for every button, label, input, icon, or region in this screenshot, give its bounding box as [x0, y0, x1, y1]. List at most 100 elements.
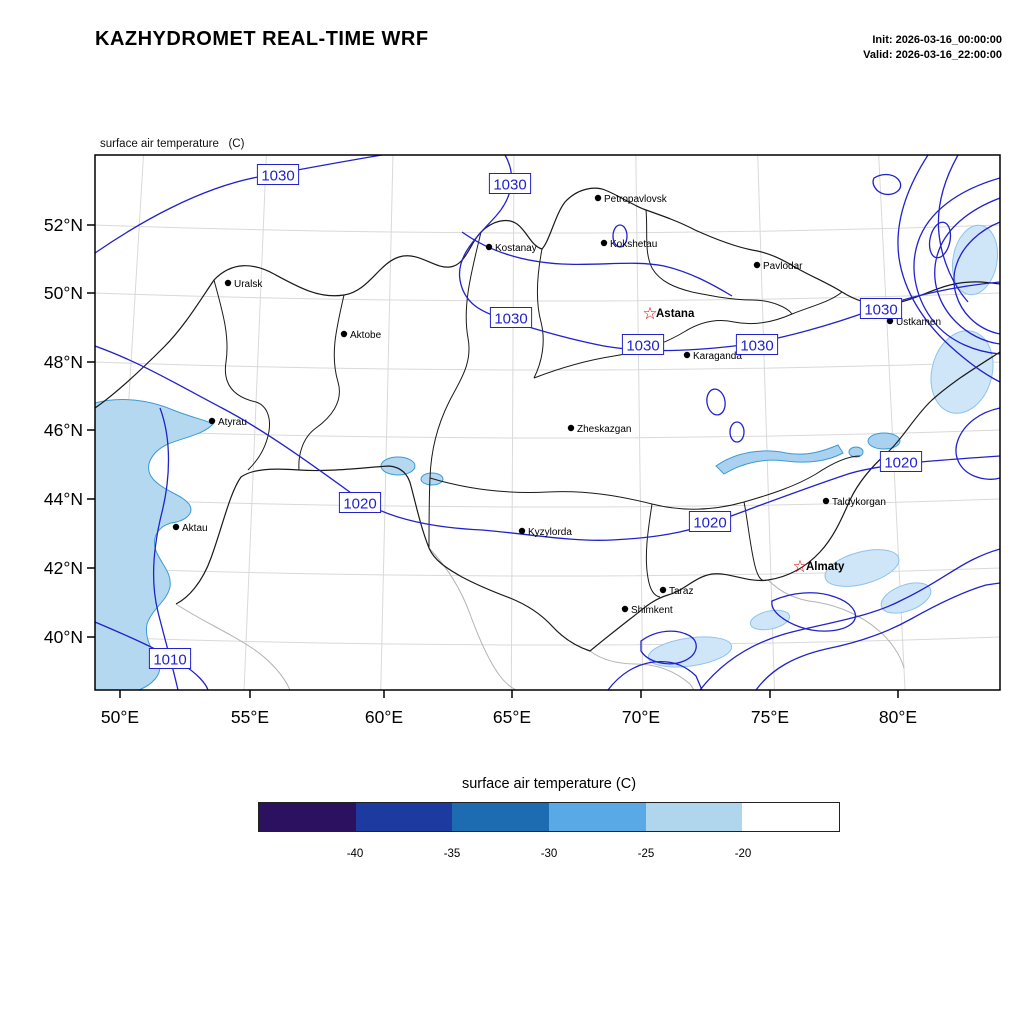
city-label: Pavlodar — [763, 261, 803, 272]
city-star-icon: ☆ — [792, 557, 807, 576]
colorbar-segment — [259, 803, 356, 831]
lon-tick-label: 50°E — [101, 707, 139, 727]
city-dot-icon — [172, 523, 180, 531]
city-label: Zheskazgan — [577, 424, 631, 435]
pressure-label-box — [859, 298, 903, 319]
init-time-label: Init: 2026-03-16_00:00:00 — [872, 34, 1002, 46]
map-background — [95, 155, 1000, 690]
pressure-label-value: 1030 — [740, 338, 773, 355]
city-label: Shimkent — [631, 605, 673, 616]
lon-tick-label: 60°E — [365, 707, 403, 727]
graticule-meridian — [635, 155, 644, 690]
city-label: Kyzylorda — [528, 527, 572, 538]
city-label: Petropavlovsk — [604, 194, 668, 205]
lon-tick-label: 75°E — [751, 707, 789, 727]
city-dot-icon — [340, 330, 348, 338]
cold-shading-blob — [824, 549, 900, 587]
city-label: Taldykorgan — [832, 497, 886, 508]
city-label: Aktau — [182, 523, 208, 534]
lon-tick-label: 70°E — [622, 707, 660, 727]
colorbar-tick-label: -30 — [540, 848, 558, 860]
colorbar-tick-label: -35 — [443, 848, 461, 860]
lat-tick-label: 50°N — [44, 283, 83, 303]
cities: Petropavlovsk Kokshetau Kostanay Pavlodar Ur… — [172, 194, 941, 616]
city-dot-icon — [753, 261, 761, 269]
cold-shading-blob — [930, 330, 994, 414]
cold-shading-blob — [749, 609, 791, 631]
lon-tick-label: 55°E — [231, 707, 269, 727]
lake-small — [848, 446, 864, 458]
city-star-icon: ☆ — [642, 304, 657, 323]
pressure-label-value: 1020 — [693, 515, 726, 532]
pressure-label-value: 1020 — [884, 455, 917, 472]
layer-label-temperature: surface air temperature (C) — [100, 138, 245, 150]
colorbar-tick-label: -40 — [346, 848, 364, 860]
map-frame — [94, 154, 1001, 691]
lat-tick-label: 46°N — [44, 420, 83, 440]
valid-time-label: Valid: 2026-03-16_22:00:00 — [863, 49, 1002, 61]
lat-tick-label: 40°N — [44, 627, 83, 647]
city-dot-icon — [518, 527, 526, 535]
lat-tick-label: 48°N — [44, 352, 83, 372]
graticule-parallel — [95, 361, 1000, 371]
colorbar-segment — [355, 803, 453, 831]
colorbar-tick-labels: -40 -35 -30 -25 -20 — [258, 848, 840, 864]
city-dot-icon — [683, 351, 691, 359]
city-dot-icon — [621, 605, 629, 613]
pressure-label-box — [879, 451, 923, 472]
city-dot-icon — [224, 279, 232, 287]
pressure-label-value: 1030 — [493, 177, 526, 194]
city-dot-icon — [594, 194, 602, 202]
pressure-label-box — [688, 511, 732, 532]
pressure-label-box — [148, 648, 192, 669]
city-label: Uralsk — [234, 279, 263, 290]
graticule-meridian — [510, 155, 515, 690]
latitude-axis: 52°N 50°N 48°N 46°N 44°N 42°N 40°N — [44, 215, 95, 647]
city-label: Taraz — [669, 586, 693, 597]
pressure-label-value: 1030 — [864, 302, 897, 319]
city-label: Atyrau — [218, 417, 247, 428]
city-dot-icon — [208, 417, 216, 425]
graticule-parallel — [95, 498, 1000, 508]
colorbar-segment — [645, 803, 743, 831]
temperature-shading — [95, 224, 999, 690]
lake-alakol — [867, 432, 901, 450]
city-label: Karaganda — [693, 351, 742, 362]
weather-map: Petropavlovsk Kokshetau Kostanay Pavlodar Ur… — [44, 154, 1001, 727]
city-dot-icon — [567, 424, 575, 432]
pressure-label-value: 1010 — [153, 652, 186, 669]
city-label: Astana — [656, 308, 695, 320]
pressure-label-box — [621, 334, 665, 355]
pressure-label-box — [735, 334, 779, 355]
city-dot-icon — [600, 239, 608, 247]
city-label: Kokshetau — [610, 239, 657, 250]
lon-tick-label: 80°E — [879, 707, 917, 727]
page-title: KAZHYDROMET REAL-TIME WRF — [95, 28, 429, 50]
cold-shading-blob — [951, 224, 999, 296]
city-dot-icon — [659, 586, 667, 594]
pressure-label-box — [488, 173, 532, 194]
kazakhstan-north-border — [95, 187, 1000, 409]
lat-tick-label: 42°N — [44, 558, 83, 578]
city-dot-icon — [485, 243, 493, 251]
lon-tick-label: 65°E — [493, 707, 531, 727]
colorbar-title: surface air temperature (C) — [461, 776, 637, 792]
city-dot-icon — [822, 497, 830, 505]
pressure-label-box — [338, 492, 382, 513]
city-label: Ustkamen — [896, 317, 941, 328]
colorbar-tick-label: -25 — [637, 848, 655, 860]
kazakhstan-south-border — [175, 351, 1000, 652]
pressure-label-value: 1030 — [494, 311, 527, 328]
pressure-label-value: 1030 — [261, 168, 294, 185]
graticule-parallel — [95, 224, 1000, 234]
graticule-meridian — [243, 155, 267, 690]
colorbar-segment — [742, 803, 840, 831]
city-label: Kostanay — [495, 243, 537, 254]
run-info: Init: 2026-03-16_00:00:00 Valid: 2026-03… — [863, 33, 1002, 63]
colorbar-segment — [549, 803, 646, 831]
longitude-axis: 50°E 55°E 60°E 65°E 70°E 75°E 80°E — [101, 690, 917, 727]
lake-balkhash — [715, 444, 844, 475]
pressure-labels: 1030 1030 1030 1030 1030 1030 1020 1020 1020 1010 — [148, 164, 923, 669]
lat-tick-label: 44°N — [44, 489, 83, 509]
city-dot-icon — [886, 317, 894, 325]
